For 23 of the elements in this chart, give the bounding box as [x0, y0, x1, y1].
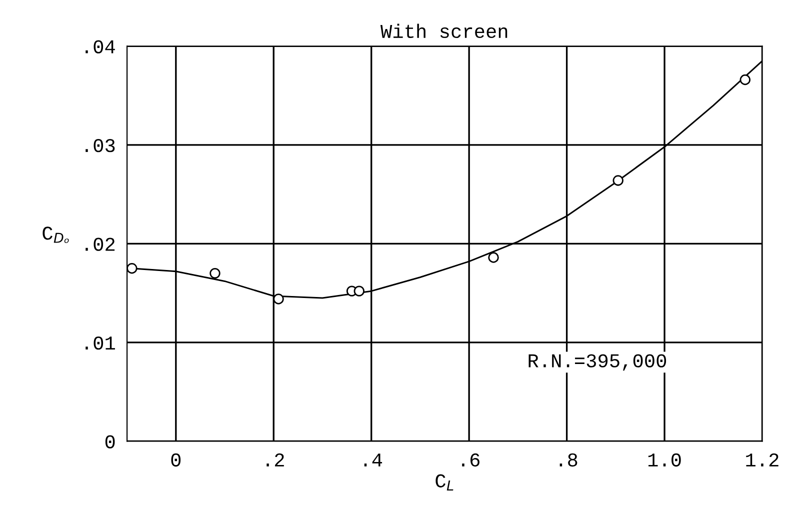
point	[488, 252, 499, 263]
x-tick-label: .4	[364, 454, 382, 466]
point	[273, 294, 284, 304]
y-tick-label: .01	[86, 336, 115, 350]
x-tick-label: .8	[560, 453, 578, 467]
annotation: R.N.=395,000	[528, 354, 666, 371]
y-tick-label: .04	[86, 40, 115, 54]
x-tick-label: 0	[171, 453, 181, 467]
point	[354, 286, 364, 296]
point	[210, 268, 220, 279]
y-tick-label: .03	[86, 138, 115, 152]
chart-title: With screen	[380, 24, 508, 38]
point	[612, 175, 624, 186]
point	[740, 74, 750, 86]
x-axis-title: C$_{L}$	[436, 474, 454, 490]
x-tick-label: 1.0	[648, 453, 681, 467]
y-tick-label: .02	[86, 238, 115, 251]
x-tick-label: .6	[462, 453, 480, 467]
y-axis-title: C$_{Dₒ}$	[42, 226, 69, 243]
x-tick-label: 1.2	[746, 453, 778, 466]
y-tick-label: 0	[105, 435, 115, 448]
point	[127, 263, 138, 274]
x-tick-label: .2	[266, 453, 284, 466]
